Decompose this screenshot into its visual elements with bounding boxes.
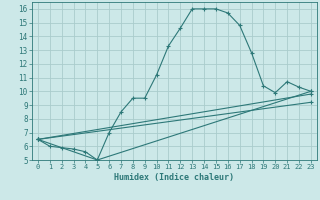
X-axis label: Humidex (Indice chaleur): Humidex (Indice chaleur) bbox=[115, 173, 234, 182]
